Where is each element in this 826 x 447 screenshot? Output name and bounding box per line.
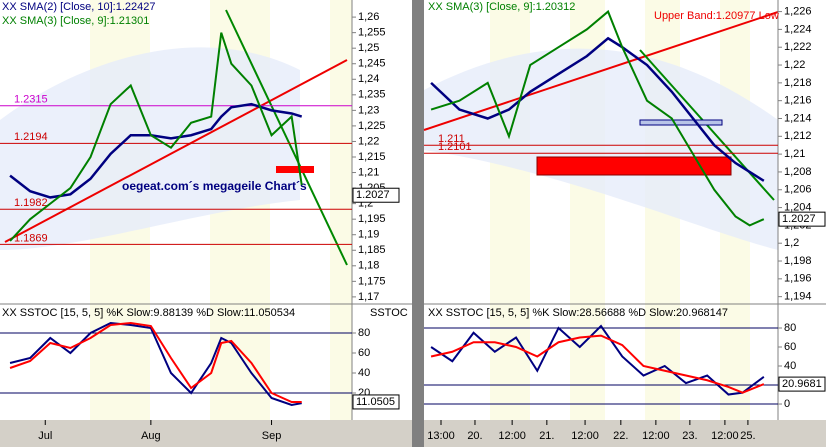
watermark: oegeat.com´s megageile Chart´s [122, 179, 307, 193]
y-tick-label: 1,216 [784, 95, 812, 107]
x-tick-label: 12:00 [498, 430, 526, 442]
level-label: 1.211 [438, 133, 465, 145]
y-tick-label: 1,17 [358, 291, 379, 303]
x-tick-label: 22. [613, 430, 628, 442]
x-tick-label: 13:00 [427, 430, 455, 442]
y-tick-label: 1,235 [358, 89, 386, 101]
y-tick-label: 1,196 [784, 273, 812, 285]
y-tick-label: 1,208 [784, 166, 812, 178]
y-tick-label: 1,195 [358, 213, 386, 225]
x-tick-label: 21. [539, 430, 554, 442]
y-tick-label: 60 [358, 347, 370, 359]
last-box [778, 376, 826, 392]
series-line [9, 321, 302, 403]
y-tick-label: 1,224 [784, 23, 812, 35]
y-tick-label: 1,19 [358, 229, 379, 241]
y-tick-label: 0 [784, 398, 790, 410]
y-tick-label: 1,21 [358, 166, 379, 178]
y-tick-label: 1,206 [784, 184, 812, 196]
level-label: 1.2194 [14, 131, 48, 143]
stoch-title: XX SSTOC [15, 5, 5] %K Slow:9.88139 %D S… [2, 307, 295, 319]
y-tick-label: 1,204 [784, 201, 812, 213]
x-tick-label: 25. [740, 430, 755, 442]
y-tick-label: 1,245 [358, 58, 386, 70]
y-tick-label: 60 [784, 341, 796, 353]
x-tick-label: 12:00 [571, 430, 599, 442]
band [424, 48, 778, 251]
x-tick-label: 12:00 [711, 430, 739, 442]
stoch-title: XX SSTOC [15, 5, 5] %K Slow:28.56688 %D … [428, 307, 728, 319]
y-tick-label: 80 [358, 327, 370, 339]
last-label: 20.9681 [782, 378, 822, 390]
y-tick-label: 1,226 [784, 5, 812, 17]
y-tick-label: 1,25 [358, 42, 379, 54]
y-tick-label: 1,255 [358, 27, 386, 39]
trend-line [423, 11, 779, 131]
y-tick-label: 1,212 [784, 130, 812, 142]
y-tick-label: 1,218 [784, 77, 812, 89]
last-box [352, 187, 400, 203]
level-label: 1.2315 [14, 94, 48, 106]
level-label: 1.1869 [14, 232, 48, 244]
y-tick-label: 1,22 [358, 135, 379, 147]
band [0, 47, 300, 250]
legend: XX SMA(2) [Close, 10]:1.22427 [2, 1, 155, 13]
trend-line [225, 9, 348, 266]
series-line [9, 321, 302, 407]
y-tick-label: 1,21 [784, 148, 805, 160]
annotation: Upper Band:1.20977 Low [654, 10, 779, 22]
x-tick-label: 23. [682, 430, 697, 442]
x-tick-label: Jul [38, 430, 52, 442]
y-tick-label: 1,23 [358, 104, 379, 116]
y-tick-label: 1,24 [358, 73, 379, 85]
y-tick-label: 1,214 [784, 112, 812, 124]
y-tick-label: 1,26 [358, 11, 379, 23]
series-line [430, 334, 765, 394]
legend: XX SMA(3) [Close, 9]:1.20312 [428, 1, 575, 13]
splitter [412, 0, 424, 447]
series-line [9, 32, 303, 242]
y-tick-label: 1,194 [784, 291, 812, 303]
series-line [9, 102, 303, 199]
y-tick-label: 1,2 [784, 237, 799, 249]
last-box [778, 211, 826, 227]
legend: XX SMA(3) [Close, 9]:1.21301 [2, 15, 149, 27]
x-tick-label: Aug [141, 430, 161, 442]
x-tick-label: Sep [262, 430, 282, 442]
y-tick-label: 1,185 [358, 244, 386, 256]
series-line [430, 9, 765, 227]
axis-label: SSTOC [370, 307, 408, 319]
y-tick-label: 40 [358, 367, 370, 379]
x-tick-label: 20. [467, 430, 482, 442]
last-box [352, 394, 400, 410]
last-label: 1.2027 [782, 213, 816, 225]
y-tick-label: 80 [784, 322, 796, 334]
trend-line [4, 59, 348, 243]
y-tick-label: 1,22 [784, 59, 805, 71]
zone [276, 166, 314, 173]
y-tick-label: 1,18 [358, 260, 379, 272]
y-tick-label: 40 [784, 360, 796, 372]
y-tick-label: 1,225 [358, 120, 386, 132]
y-tick-label: 1,215 [358, 151, 386, 163]
y-tick-label: 1,222 [784, 41, 812, 53]
last-label: 11.0505 [356, 396, 395, 408]
zone [639, 119, 723, 126]
level-label: 1.1982 [14, 197, 48, 209]
series-line [430, 36, 765, 182]
zone [536, 156, 732, 176]
y-tick-label: 1,198 [784, 255, 812, 267]
level-label: 1.2101 [438, 141, 472, 153]
x-tick-label: 12:00 [642, 430, 670, 442]
y-tick-label: 1,175 [358, 275, 386, 287]
last-label: 1.2027 [356, 189, 390, 201]
